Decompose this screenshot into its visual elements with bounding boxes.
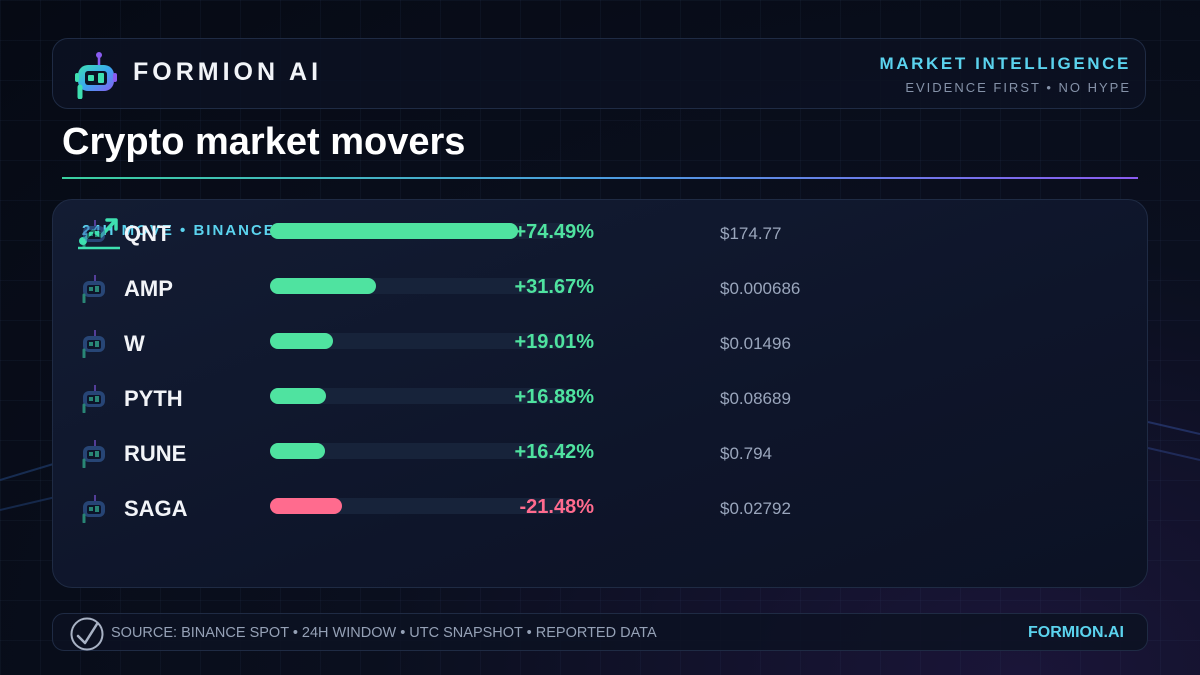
mover-row: PYTH +16.88% $0.08689	[0, 378, 1200, 418]
asset-symbol: SAGA	[124, 496, 188, 521]
asset-symbol: W	[124, 331, 145, 356]
move-bar	[270, 498, 342, 514]
title-divider	[62, 177, 1138, 179]
robot-mark-icon	[80, 328, 108, 359]
percent-change: +74.49%	[514, 221, 594, 243]
asset-symbol: QNT	[124, 221, 171, 246]
mover-row: SAGA -21.48% $0.02792	[0, 488, 1200, 528]
movers-panel	[52, 199, 1148, 588]
asset-symbol: RUNE	[124, 441, 187, 466]
mover-row: RUNE +16.42% $0.794	[0, 433, 1200, 473]
source-note: SOURCE: BINANCE SPOT • 24H WINDOW • UTC …	[111, 625, 657, 641]
robot-logo-icon	[75, 52, 117, 99]
mover-row: W +19.01% $0.01496	[0, 323, 1200, 363]
move-bar-track	[270, 498, 570, 514]
header-bar: FORMION AI MARKET INTELLIGENCE EVIDENCE …	[52, 38, 1146, 109]
footer-bar: SOURCE: BINANCE SPOT • 24H WINDOW • UTC …	[52, 613, 1148, 651]
percent-change: +16.88%	[514, 386, 594, 408]
move-bar	[270, 388, 326, 404]
checkmark-icon	[70, 617, 104, 651]
asset-price: $0.000686	[720, 279, 801, 298]
asset-symbol: AMP	[124, 276, 173, 301]
robot-mark-icon	[80, 493, 108, 524]
tagline: MARKET INTELLIGENCE	[879, 54, 1131, 73]
brand-name: FORMION AI	[133, 58, 323, 86]
asset-symbol: PYTH	[124, 386, 183, 411]
asset-price: $0.01496	[720, 334, 791, 353]
asset-price: $0.794	[720, 444, 772, 463]
mover-row: AMP +31.67% $0.000686	[0, 268, 1200, 308]
site-link[interactable]: FORMION.AI	[1028, 624, 1124, 641]
asset-price: $0.08689	[720, 389, 791, 408]
robot-mark-icon	[80, 438, 108, 469]
move-bar	[270, 443, 325, 459]
panel-label: 24H MOVE • BINANCE	[82, 222, 272, 239]
percent-change: +19.01%	[514, 331, 594, 353]
move-bar	[270, 223, 518, 239]
robot-mark-icon	[80, 383, 108, 414]
move-bar-track	[270, 443, 570, 459]
robot-mark-icon	[80, 273, 108, 304]
move-bar	[270, 333, 333, 349]
move-bar-track	[270, 223, 570, 239]
page-title: Crypto market movers	[62, 121, 466, 163]
move-bar-track	[270, 278, 570, 294]
move-bar-track	[270, 333, 570, 349]
asset-price: $0.02792	[720, 499, 791, 518]
asset-price: $174.77	[720, 224, 782, 243]
move-bar-track	[270, 388, 570, 404]
percent-change: +31.67%	[514, 276, 594, 298]
move-bar	[270, 278, 376, 294]
mover-row: QNT +74.49% $174.77	[0, 213, 1200, 253]
percent-change: -21.48%	[519, 496, 595, 518]
subtagline: EVIDENCE FIRST • NO HYPE	[905, 80, 1131, 95]
robot-mark-icon	[80, 218, 108, 249]
percent-change: +16.42%	[514, 441, 594, 463]
